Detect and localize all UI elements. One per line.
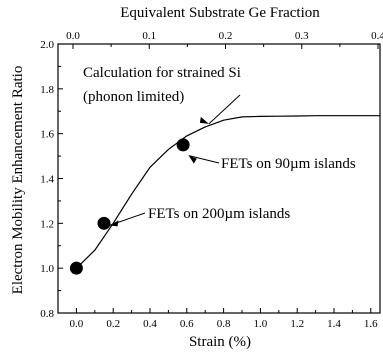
top-tick-label: 0.2 (219, 30, 233, 42)
x-axis-title: Strain (%) (189, 334, 251, 350)
axes-layer (57, 43, 381, 314)
y-tick-label: 1.0 (40, 263, 54, 275)
top-tick-label: 0.3 (295, 30, 309, 42)
y-tick-label: 1.8 (40, 84, 54, 96)
y-tick-label: 0.8 (40, 308, 54, 320)
data-point (176, 138, 190, 152)
x-tick-label: 0.2 (106, 318, 120, 330)
top-tick-label: 0.1 (142, 30, 156, 42)
x-tick-label: 1.0 (254, 318, 268, 330)
annotation-arrowhead (109, 220, 119, 227)
annotation-pointer (208, 94, 241, 125)
x-tick-label: 0.8 (217, 318, 231, 330)
data-point (97, 216, 111, 230)
calculation-curve (75, 115, 380, 269)
x-tick-label: 0.4 (143, 318, 157, 330)
ticks-layer: 0.0 0.2 0.4 0.6 0.8 1.0 1.2 1.4 1.6 0.8 1.0 1.2 1.4 1… (40, 30, 383, 330)
annotation-arrowhead (199, 116, 209, 124)
y-tick-label: 1.6 (40, 129, 54, 141)
annotation-pointer (188, 155, 220, 164)
data-point (69, 261, 83, 275)
x-tick-label: 1.6 (364, 318, 378, 330)
y-tick-label: 1.4 (40, 174, 54, 186)
series-layer (69, 115, 380, 275)
y-tick-label: 1.2 (40, 218, 54, 230)
annotation-arrowhead (188, 155, 197, 164)
annotation-calculation-line2: (phonon limited) (83, 89, 184, 105)
annotation-90um: FETs on 90µm islands (221, 156, 356, 172)
x-tick-label: 0.6 (180, 318, 194, 330)
y-tick-label: 2.0 (40, 39, 54, 51)
y-axis-title: Electron Mobility Enhancement Ratio (10, 66, 26, 295)
x-tick-label: 1.4 (327, 318, 341, 330)
annotation-layer: Calculation for strained Si (phonon limit… (83, 65, 356, 227)
annotation-calculation-line1: Calculation for strained Si (83, 65, 241, 81)
top-tick-label: 0.0 (66, 30, 80, 42)
plot-frame (57, 43, 381, 314)
top-axis-title: Equivalent Substrate Ge Fraction (120, 5, 320, 21)
x-tick-label: 1.2 (290, 318, 304, 330)
x-tick-label: 0.0 (70, 318, 84, 330)
top-tick-label: 0.4 (371, 30, 383, 42)
annotation-200um: FETs on 200µm islands (148, 206, 290, 222)
